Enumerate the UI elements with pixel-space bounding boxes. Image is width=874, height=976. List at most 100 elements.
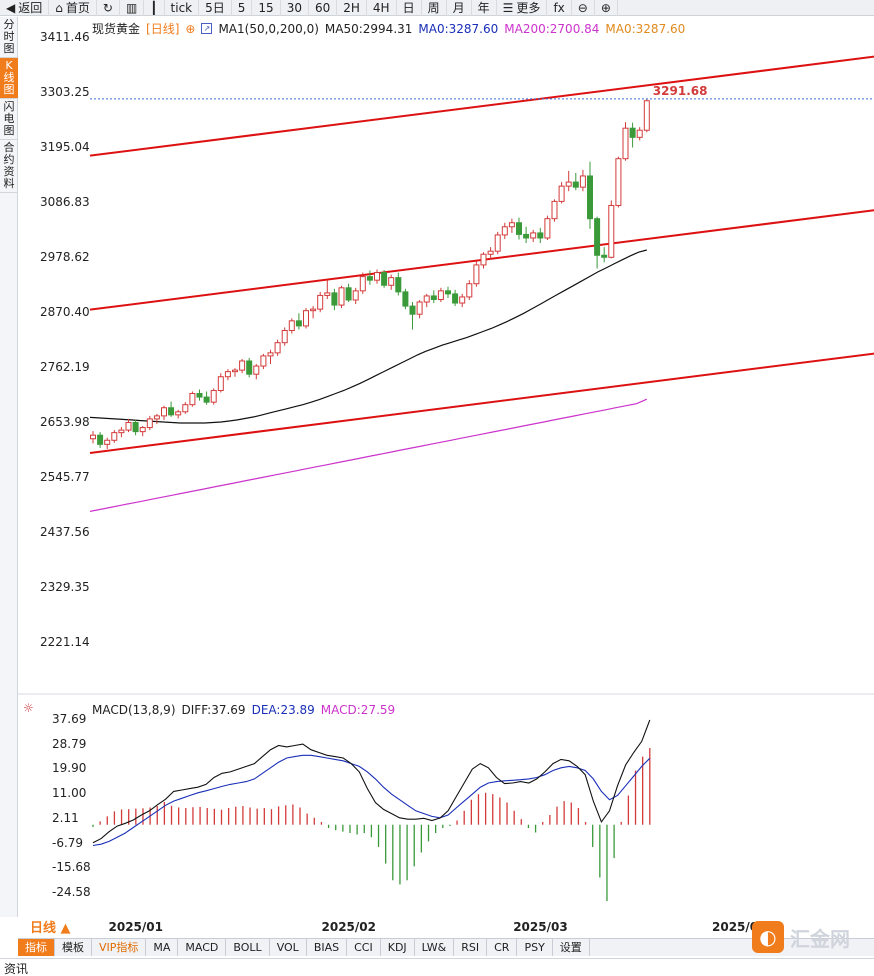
candle-body[interactable]: [203, 396, 210, 403]
indicator-tab-14[interactable]: 设置: [553, 939, 590, 956]
candle-body[interactable]: [508, 222, 515, 228]
candle-body[interactable]: [480, 253, 487, 266]
candle-body[interactable]: [558, 185, 565, 202]
bar-chart-button[interactable]: ▥: [120, 0, 145, 16]
candle-body[interactable]: [189, 393, 196, 406]
candle-body[interactable]: [466, 283, 473, 298]
sidebar-item-1[interactable]: K 线 图: [0, 58, 18, 99]
candle-body[interactable]: [281, 329, 288, 344]
toolbar-home-button[interactable]: ⌂ 首页: [49, 0, 97, 16]
candle-body[interactable]: [572, 181, 579, 188]
candle-body[interactable]: [395, 277, 402, 293]
candle-body[interactable]: [430, 295, 437, 300]
candle-body[interactable]: [587, 175, 593, 220]
macd-settings-icon[interactable]: ☼: [23, 701, 34, 715]
candle-body[interactable]: [338, 287, 345, 306]
candle-body[interactable]: [210, 389, 217, 403]
add-indicator-icon[interactable]: ⊕: [185, 21, 196, 36]
candle-body[interactable]: [402, 291, 409, 307]
toolbar-period-button[interactable]: 月: [447, 0, 472, 16]
sidebar-item-3[interactable]: 合 约 资 料: [0, 140, 18, 193]
candlestick-button[interactable]: ┃: [144, 0, 165, 16]
candle-body[interactable]: [622, 127, 629, 160]
candle-body[interactable]: [608, 204, 615, 258]
candle-body[interactable]: [636, 129, 643, 138]
indicator-tab-6[interactable]: VOL: [270, 939, 307, 956]
candle-body[interactable]: [161, 407, 167, 417]
candle-body[interactable]: [530, 232, 537, 239]
toolbar-menu-button[interactable]: ☰ 更多: [497, 0, 548, 16]
candle-body[interactable]: [615, 158, 622, 206]
toolbar-period-button[interactable]: 15: [252, 0, 281, 16]
toolbar-period-button[interactable]: 日: [397, 0, 422, 16]
candle-body[interactable]: [501, 226, 508, 236]
candle-body[interactable]: [132, 421, 139, 433]
candle-body[interactable]: [317, 294, 324, 310]
candle-body[interactable]: [125, 421, 132, 431]
candle-body[interactable]: [366, 276, 373, 281]
candle-body[interactable]: [153, 415, 160, 420]
candle-body[interactable]: [118, 429, 125, 434]
toolbar-period-button[interactable]: 5: [232, 0, 253, 16]
candle-body[interactable]: [494, 234, 501, 252]
candle-body[interactable]: [459, 296, 466, 304]
candle-body[interactable]: [331, 292, 338, 306]
indicator-tab-0[interactable]: 指标: [18, 939, 55, 956]
indicator-tab-8[interactable]: CCI: [347, 939, 381, 956]
candle-body[interactable]: [288, 320, 295, 331]
refresh-button[interactable]: ↻: [97, 0, 120, 16]
indicator-tab-4[interactable]: MACD: [178, 939, 227, 956]
candle-body[interactable]: [175, 411, 182, 416]
candle-body[interactable]: [452, 293, 459, 304]
candle-body[interactable]: [253, 365, 260, 375]
candle-body[interactable]: [537, 232, 544, 239]
zoom-in-button[interactable]: ⊕: [595, 0, 618, 16]
candle-body[interactable]: [374, 272, 380, 281]
candle-body[interactable]: [310, 308, 317, 312]
indicator-tab-12[interactable]: CR: [487, 939, 518, 956]
candle-body[interactable]: [104, 439, 111, 445]
candle-body[interactable]: [551, 200, 558, 220]
toolbar-period-button[interactable]: 4H: [367, 0, 397, 16]
candle-body[interactable]: [416, 301, 423, 315]
candle-body[interactable]: [90, 434, 96, 440]
candle-body[interactable]: [643, 100, 650, 131]
candle-body[interactable]: [565, 181, 572, 187]
candle-body[interactable]: [516, 222, 522, 235]
candle-body[interactable]: [139, 427, 146, 433]
candle-body[interactable]: [601, 254, 608, 258]
candle-body[interactable]: [345, 287, 352, 301]
indicator-tab-1[interactable]: 模板: [55, 939, 92, 956]
indicator-tab-5[interactable]: BOLL: [226, 939, 270, 956]
indicator-tab-2[interactable]: VIP指标: [92, 939, 147, 956]
toolbar-period-button[interactable]: 2H: [337, 0, 367, 16]
candle-body[interactable]: [579, 175, 586, 188]
candle-body[interactable]: [523, 233, 530, 239]
sidebar-item-0[interactable]: 分 时 图: [0, 17, 18, 58]
toolbar-period-button[interactable]: 60: [309, 0, 338, 16]
candle-body[interactable]: [381, 272, 388, 286]
candle-body[interactable]: [388, 277, 395, 286]
candle-body[interactable]: [445, 290, 451, 295]
toolbar-period-button[interactable]: 30: [281, 0, 309, 16]
candle-body[interactable]: [303, 310, 309, 327]
sidebar-item-2[interactable]: 闪 电 图: [0, 99, 18, 140]
candle-body[interactable]: [594, 218, 601, 256]
status-text[interactable]: 资讯: [4, 962, 29, 976]
candle-body[interactable]: [168, 407, 175, 416]
candle-body[interactable]: [324, 292, 331, 296]
candle-body[interactable]: [224, 371, 231, 378]
indicator-tab-3[interactable]: MA: [146, 939, 179, 956]
candle-body[interactable]: [352, 290, 359, 301]
candle-body[interactable]: [359, 276, 366, 292]
toolbar-period-button[interactable]: 周: [422, 0, 447, 16]
candle-body[interactable]: [409, 305, 416, 315]
candle-body[interactable]: [267, 352, 274, 357]
candle-body[interactable]: [260, 355, 267, 367]
candle-body[interactable]: [487, 250, 494, 255]
candle-body[interactable]: [473, 264, 480, 285]
toolbar-back-arrow-button[interactable]: ◀ 返回: [0, 0, 50, 16]
candle-body[interactable]: [182, 404, 189, 413]
candle-body[interactable]: [146, 418, 153, 429]
candle-body[interactable]: [629, 127, 636, 138]
